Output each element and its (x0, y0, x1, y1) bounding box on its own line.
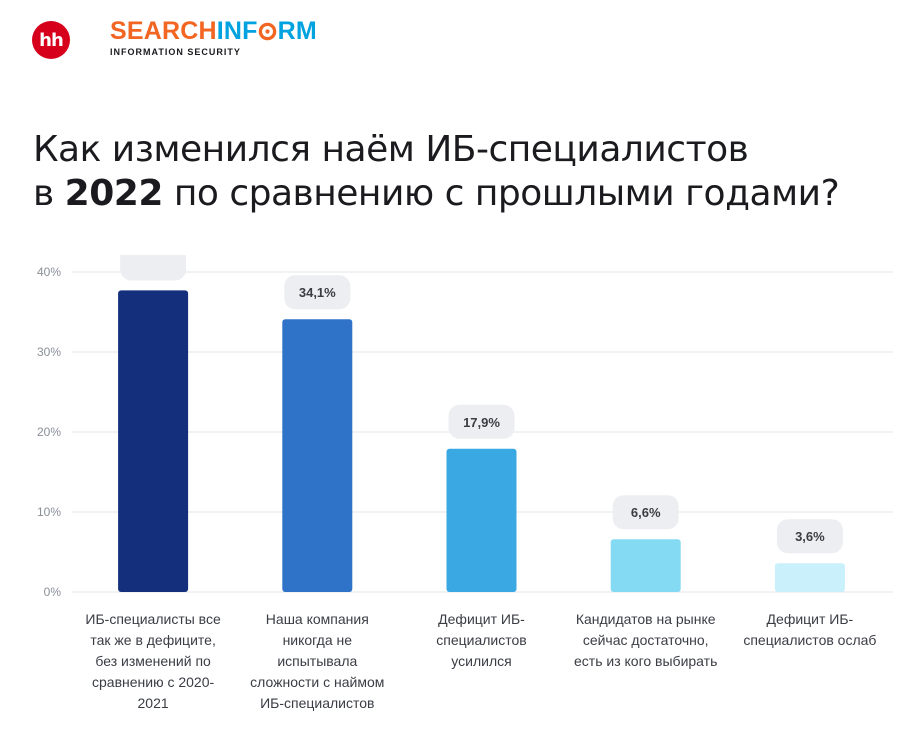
x-category-label: ИБ-специалисты все так же в дефиците, бе… (85, 611, 221, 711)
bar (118, 290, 189, 592)
value-badge (120, 255, 187, 281)
data-label: 34,1% (299, 285, 336, 300)
bar (282, 319, 353, 592)
y-tick-label: 10% (37, 505, 61, 519)
title-line2-suffix: по сравнению с прошлыми годами? (162, 173, 840, 214)
x-category-label: Дефицит ИБ-специалистов ослаб (743, 611, 877, 648)
brand-tagline: INFORMATION SECURITY (110, 47, 241, 57)
y-tick-label: 0% (44, 585, 62, 599)
data-label: 6,6% (631, 505, 661, 520)
brand-part1: SEARCH (110, 17, 217, 45)
value-badge (448, 404, 515, 439)
y-tick-label: 20% (37, 425, 61, 439)
brand-part3: RM (277, 17, 317, 45)
title-line1: Как изменился наём ИБ-специалистов (33, 129, 749, 170)
target-icon (258, 16, 278, 46)
y-tick-label: 40% (37, 265, 61, 279)
value-badge (612, 495, 679, 530)
bar-chart: 0% 10% 20% 30% 40% 34,1% 17,9% 6,6% 3,6% (37, 255, 893, 599)
hh-logo: hh (32, 21, 70, 59)
title-year: 2022 (64, 173, 164, 214)
x-category-label: Наша компания никогда не испытывала слож… (250, 611, 385, 711)
value-badge (284, 275, 351, 310)
page-title: Как изменился наём ИБ-специалистов в 202… (33, 128, 903, 216)
data-label: 3,6% (795, 529, 825, 544)
x-category-label: Кандидатов на рынке сейчас достаточно, е… (574, 611, 718, 669)
title-line2-prefix: в (33, 173, 65, 214)
value-badge (776, 519, 843, 554)
y-tick-label: 30% (37, 345, 61, 359)
data-label: 17,9% (463, 415, 500, 430)
brand-part2: INF (216, 17, 258, 45)
bar (446, 448, 517, 592)
x-category-label: Дефицит ИБ-специалистов усилился (436, 611, 527, 669)
bar (774, 563, 845, 592)
searchinform-logo: SEARCH INF RM INFORMATION SECURITY (110, 16, 317, 57)
bar (610, 539, 681, 592)
